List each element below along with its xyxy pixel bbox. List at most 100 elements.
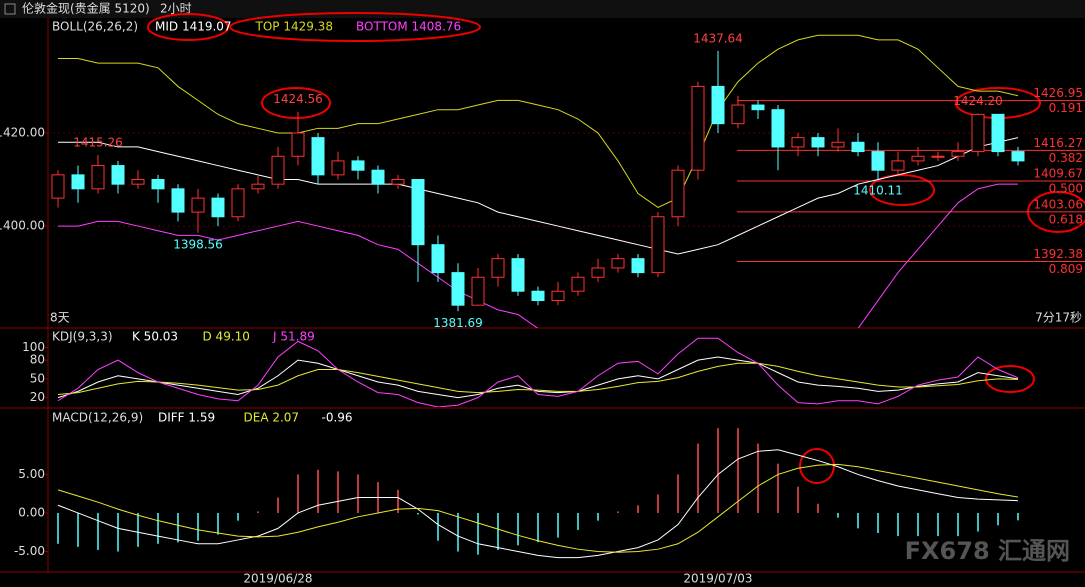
candle-body — [811, 137, 825, 148]
legend-entry: DEA 2.07 — [244, 411, 300, 425]
highlight — [985, 365, 1035, 393]
candle-body — [191, 197, 205, 213]
period[interactable]: 2小时 — [160, 2, 192, 16]
legend-entry: BOTTOM 1408.76 — [356, 20, 461, 34]
candle-body — [791, 137, 805, 148]
level-value: 1392.38 — [1033, 247, 1083, 261]
candle-body — [911, 155, 925, 162]
indicator-line — [58, 137, 1019, 255]
candle-body — [131, 179, 145, 185]
indicator-line — [57, 449, 1019, 559]
candle-body — [951, 151, 965, 157]
span-label: 8天 — [50, 311, 70, 325]
candle-body — [411, 179, 425, 246]
high-label: 1415.26 — [73, 136, 123, 150]
candle-body — [451, 272, 465, 306]
plot-area — [57, 337, 1019, 407]
candle-body — [491, 258, 505, 278]
y-tick-label: 50 — [30, 371, 45, 385]
y-tick-label: 1400.00 — [0, 219, 45, 233]
candle-body — [611, 258, 625, 269]
candle-body — [211, 197, 225, 218]
candle-body — [111, 165, 125, 185]
candle-body — [151, 179, 165, 190]
candle-body — [431, 244, 445, 274]
candle-body — [351, 160, 365, 171]
candle-body — [731, 104, 745, 125]
high-label: 1437.64 — [693, 31, 743, 45]
candle-body — [511, 258, 525, 292]
level-value: 1426.95 — [1033, 86, 1083, 100]
candle-body — [71, 174, 85, 190]
legend-entry: DIFF 1.59 — [158, 411, 215, 425]
candle-body — [231, 188, 245, 218]
level-value: 1403.06 — [1033, 197, 1083, 211]
candle-body — [891, 160, 905, 171]
top-bar — [0, 0, 1085, 18]
highlight — [229, 12, 481, 42]
level-ratio: 0.809 — [1049, 262, 1083, 276]
level-ratio: 0.500 — [1049, 182, 1083, 196]
y-tick-label: 0.00 — [18, 505, 45, 519]
symbol: 伦敦金现(贵金属 5120) — [22, 1, 150, 16]
indicator-line — [57, 356, 1019, 399]
indicator-line — [57, 362, 1019, 395]
y-tick-label: 80 — [30, 353, 45, 367]
candle-body — [631, 258, 645, 274]
y-tick-label: 5.00 — [18, 467, 45, 481]
level-value: 1416.27 — [1033, 136, 1083, 150]
menu-icon[interactable] — [4, 3, 16, 15]
candle-body — [571, 276, 585, 292]
candle-body — [91, 165, 105, 190]
candle-body — [171, 188, 185, 213]
candle-body — [551, 290, 565, 302]
watermark: FX678 汇通网 — [905, 537, 1070, 565]
candle-body — [51, 174, 65, 199]
candle-body — [251, 183, 265, 190]
candle-body — [531, 290, 545, 302]
legend-entry: MID 1419.07 — [155, 20, 232, 34]
indicator-label: BOLL(26,26,2) — [52, 20, 138, 34]
candle-body — [1011, 151, 1025, 162]
candle-body — [471, 276, 485, 306]
indicator-line — [57, 463, 1019, 553]
candle-body — [331, 160, 345, 176]
legend-entry: K 50.03 — [132, 330, 178, 344]
legend-entry: D 49.10 — [203, 330, 250, 344]
high-label: 1424.56 — [273, 92, 323, 106]
indicator-line — [58, 34, 1019, 209]
legend-entry: TOP 1429.38 — [255, 20, 333, 34]
candle-body — [591, 267, 605, 278]
candle-body — [871, 151, 885, 171]
candle-body — [851, 141, 865, 153]
low-label: 1381.69 — [433, 316, 483, 330]
candle-body — [751, 104, 765, 111]
candle-body — [651, 216, 665, 274]
candle-body — [671, 169, 685, 218]
plot-area — [57, 428, 1019, 559]
indicator-line — [58, 183, 1018, 328]
candle-body — [831, 141, 845, 148]
level-value: 1409.67 — [1033, 167, 1083, 181]
plot-area — [51, 34, 1085, 328]
candle-body — [691, 85, 705, 171]
indicator-line — [57, 337, 1019, 407]
candle-body — [271, 155, 285, 185]
highlight — [869, 174, 935, 206]
x-tick-label: 2019/07/03 — [683, 572, 752, 586]
indicator-label: MACD(12,26,9) — [52, 411, 143, 425]
indicator-label: KDJ(9,3,3) — [52, 330, 113, 344]
candle-body — [711, 85, 725, 125]
candle-body — [931, 155, 945, 158]
candle-body — [391, 179, 405, 185]
candle-body — [371, 169, 385, 185]
high-label: 1424.20 — [953, 94, 1003, 108]
y-tick-label: 1420.00 — [0, 125, 45, 139]
low-label: 1410.11 — [853, 184, 903, 198]
y-tick-label: 20 — [30, 390, 45, 404]
candle-body — [291, 132, 305, 157]
candle-body — [311, 137, 325, 176]
legend-entry: J 51.89 — [272, 330, 315, 344]
